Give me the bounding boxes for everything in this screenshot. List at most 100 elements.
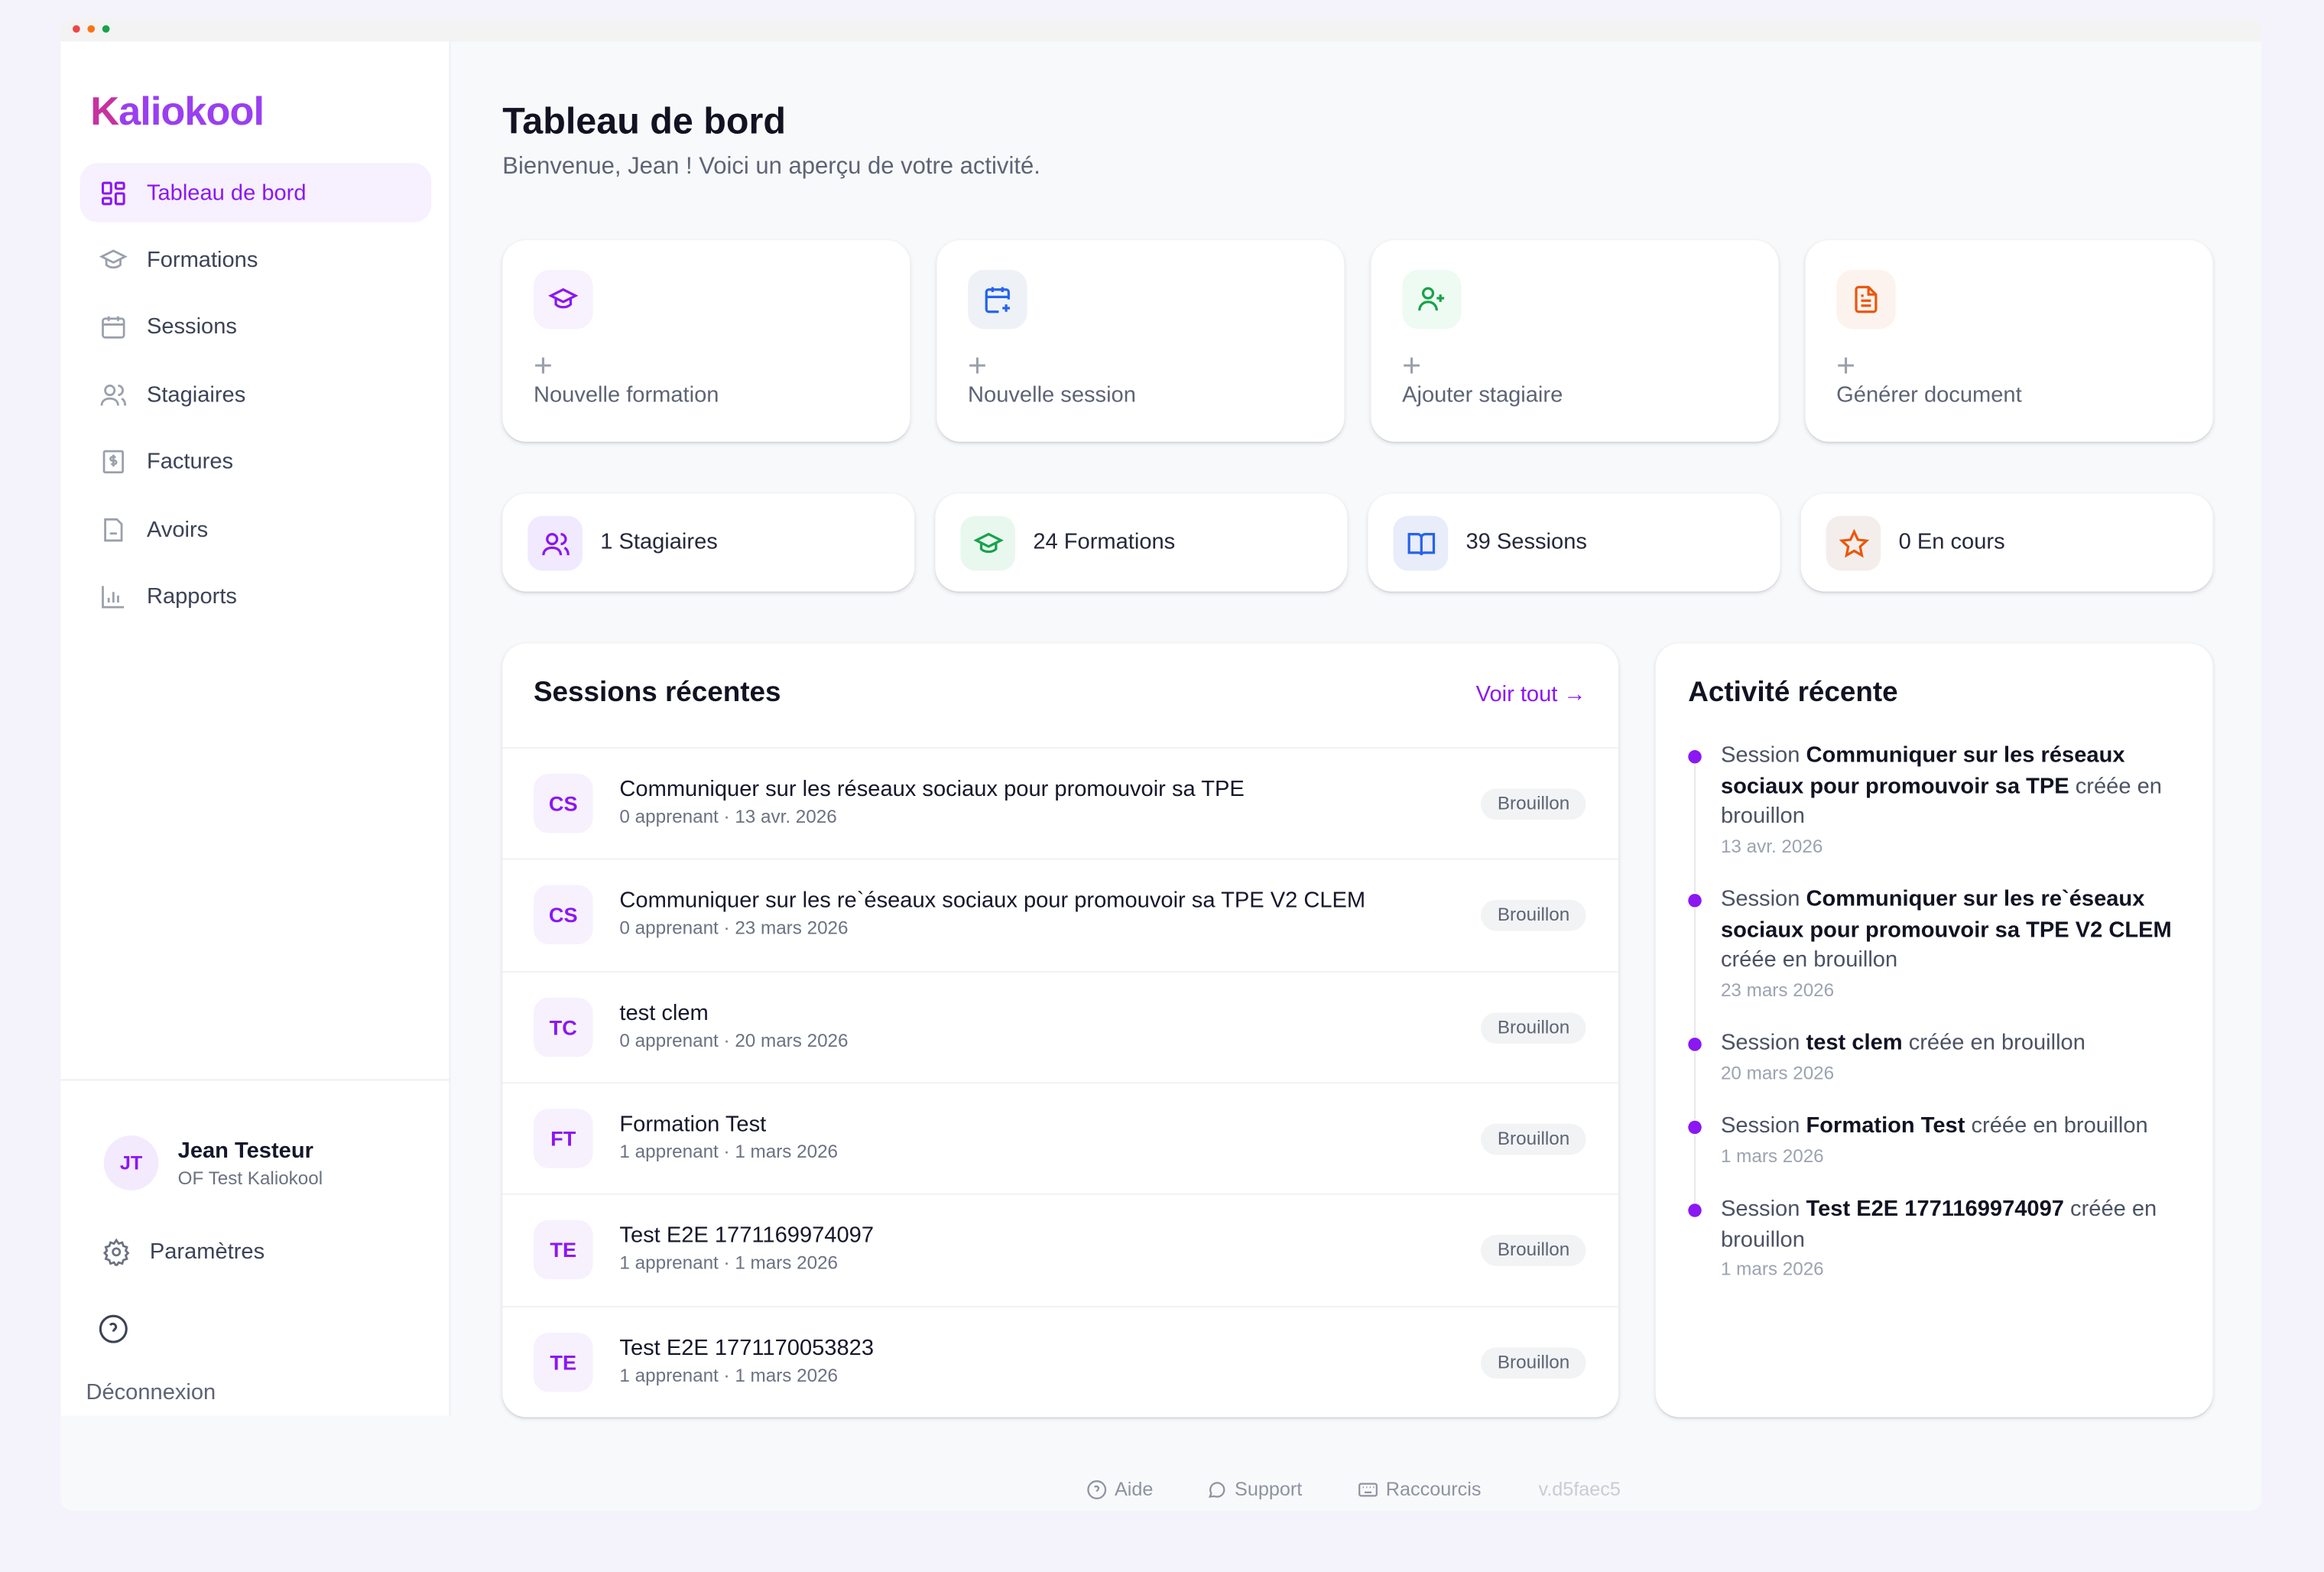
help-circle-icon [1087, 1479, 1107, 1499]
graduation-cap-icon [99, 248, 128, 268]
stat-formations[interactable]: 24 Formations [935, 493, 1348, 592]
icon-box [1393, 515, 1449, 571]
sidebar-item-stagiaires[interactable]: Stagiaires [80, 365, 431, 424]
sidebar-item-sessions[interactable]: Sessions [80, 297, 431, 356]
user-org: OF Test Kaliokool [177, 1168, 323, 1189]
session-meta: 1 apprenant · 1 mars 2026 [619, 1141, 839, 1162]
activity-prefix: Session [1720, 742, 1806, 768]
sidebar-item-dashboard[interactable]: Tableau de bord [80, 163, 432, 222]
sidebar: Kaliokool Tableau de bord Formations Ses… [60, 41, 451, 1416]
activity-date: 1 mars 2026 [1720, 1259, 1824, 1280]
activity-prefix: Session [1720, 1113, 1806, 1138]
timeline-line [1694, 1052, 1696, 1119]
activity-session-name[interactable]: Communiquer sur les re`éseaux sociaux po… [1720, 886, 2172, 943]
gear-icon [102, 1238, 130, 1266]
status-badge: Brouillon [1481, 788, 1586, 820]
new-session-card[interactable]: + Nouvelle session [936, 240, 1345, 442]
session-row[interactable]: CS Communiquer sur les réseaux sociaux p… [502, 747, 1619, 858]
add-trainee-card[interactable]: + Ajouter stagiaire [1371, 240, 1779, 442]
session-title: Formation Test [619, 1111, 767, 1137]
panel-title: Activité récente [1688, 677, 1898, 709]
chat-bubble-icon [1208, 1481, 1225, 1497]
activity-session-name[interactable]: test clem [1806, 1030, 1903, 1056]
plus-icon: + [1402, 346, 1422, 385]
stat-label: 0 En cours [1898, 529, 2005, 555]
help-button[interactable] [98, 1314, 129, 1352]
logout-button[interactable]: Déconnexion [86, 1380, 216, 1405]
sidebar-item-label: Factures [146, 448, 234, 474]
action-label: Nouvelle session [968, 382, 1136, 408]
session-meta: 0 apprenant · 20 mars 2026 [619, 1029, 849, 1051]
generate-document-card[interactable]: + Générer document [1805, 240, 2213, 442]
icon-box [1402, 269, 1462, 330]
activity-session-name[interactable]: Test E2E 1771169974097 [1806, 1196, 2064, 1222]
new-formation-card[interactable]: + Nouvelle formation [502, 240, 910, 442]
users-icon [100, 384, 127, 405]
credit-note-icon [104, 517, 123, 541]
activity-item: Session test clem créée en brouillon 20 … [1688, 1029, 2177, 1119]
sidebar-item-rapports[interactable]: Rapports [80, 567, 431, 626]
sidebar-item-formations[interactable]: Formations [80, 230, 431, 290]
status-badge: Brouillon [1481, 1346, 1586, 1379]
avatar[interactable]: JT [103, 1135, 159, 1190]
session-row[interactable]: CS Communiquer sur les re`éseaux sociaux… [502, 859, 1619, 970]
sidebar-item-factures[interactable]: Factures [80, 431, 431, 491]
session-meta: 1 apprenant · 1 mars 2026 [619, 1364, 839, 1385]
settings-label: Paramètres [149, 1239, 265, 1265]
help-link[interactable]: Aide [1086, 1478, 1153, 1500]
users-icon [541, 532, 569, 555]
sidebar-item-avoirs[interactable]: Avoirs [80, 499, 431, 559]
close-window-button[interactable] [73, 24, 80, 33]
session-row[interactable]: TE Test E2E 1771170053823 1 apprenant · … [502, 1305, 1619, 1416]
session-avatar: FT [533, 1109, 593, 1168]
support-link[interactable]: Support [1206, 1478, 1302, 1500]
session-title: Communiquer sur les re`éseaux sociaux po… [619, 888, 1366, 914]
session-title: Communiquer sur les réseaux sociaux pour… [619, 776, 1245, 802]
icon-box [960, 515, 1016, 571]
calendar-icon [102, 315, 125, 338]
icon-box [968, 269, 1027, 330]
bar-chart-icon [102, 585, 125, 608]
session-row[interactable]: TE Test E2E 1771169974097 1 apprenant · … [502, 1194, 1619, 1304]
settings-link[interactable]: Paramètres [102, 1238, 265, 1266]
timeline-dot-icon [1688, 1120, 1702, 1135]
sidebar-item-label: Formations [146, 246, 258, 272]
session-avatar: TE [533, 1220, 593, 1280]
sidebar-item-label: Sessions [146, 313, 237, 339]
activity-session-name[interactable]: Communiquer sur les réseaux sociaux pour… [1720, 742, 2125, 799]
help-label: Aide [1114, 1477, 1154, 1501]
minimize-window-button[interactable] [87, 24, 96, 33]
activity-suffix: créée en brouillon [1720, 947, 1898, 973]
status-badge: Brouillon [1481, 1012, 1586, 1044]
maximize-window-button[interactable] [102, 24, 110, 33]
session-avatar: CS [533, 774, 593, 833]
brand-logo[interactable]: Kaliokool [90, 89, 265, 134]
session-row[interactable]: FT Formation Test 1 apprenant · 1 mars 2… [502, 1082, 1619, 1193]
divider [60, 1079, 450, 1081]
activity-suffix: créée en brouillon [1720, 1196, 2157, 1252]
stat-stagiaires[interactable]: 1 Stagiaires [502, 493, 915, 592]
activity-suffix: créée en brouillon [1902, 1030, 2085, 1056]
plus-icon: + [1836, 346, 1856, 385]
timeline-line [1694, 1135, 1696, 1203]
view-all-link[interactable]: Voir tout → [1475, 681, 1586, 707]
main-content: Tableau de bord Bienvenue, Jean ! Voici … [452, 41, 2261, 1510]
activity-suffix: créée en brouillon [1720, 773, 2162, 829]
session-row[interactable]: TC test clem 0 apprenant · 20 mars 2026 … [502, 970, 1619, 1081]
timeline-line [1694, 765, 1696, 893]
session-meta: 1 apprenant · 1 mars 2026 [619, 1252, 839, 1274]
stat-label: 24 Formations [1033, 529, 1176, 555]
graduation-cap-icon [972, 531, 1003, 553]
user-plus-icon [1418, 287, 1445, 311]
invoice-icon [102, 449, 124, 473]
activity-session-name[interactable]: Formation Test [1806, 1113, 1965, 1138]
stat-sessions[interactable]: 39 Sessions [1368, 493, 1780, 592]
stat-en-cours[interactable]: 0 En cours [1800, 493, 2213, 592]
activity-item: Session Communiquer sur les réseaux soci… [1688, 741, 2177, 893]
timeline-dot-icon [1688, 894, 1702, 908]
activity-text: Session test clem créée en brouillon [1721, 1029, 2177, 1060]
plus-icon: + [968, 346, 987, 385]
shortcuts-link[interactable]: Raccourcis [1358, 1478, 1481, 1500]
document-icon [1855, 285, 1878, 313]
activity-prefix: Session [1720, 1030, 1806, 1056]
